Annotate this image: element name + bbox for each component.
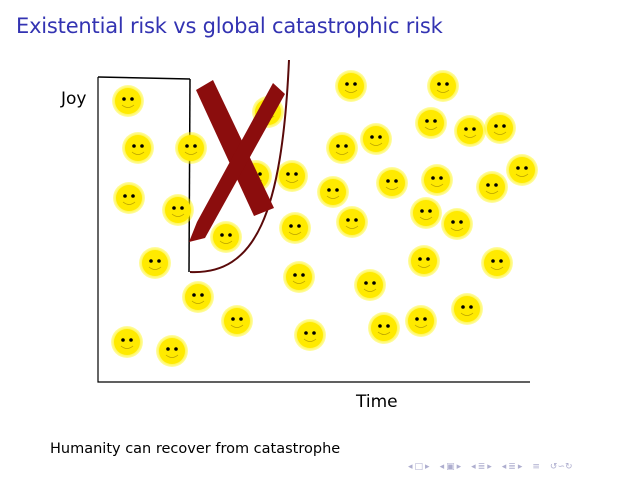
smiley-face-icon bbox=[162, 194, 194, 226]
next-slide-icon[interactable]: ▸ bbox=[425, 462, 430, 472]
beamer-navigation-bar: ◂ □ ▸ ◂ ▣ ▸ ◂ ≣ ▸ ◂ ≣ ▸ ≡ ↺∽↻ bbox=[408, 460, 633, 474]
subsection-icon[interactable]: ≣ bbox=[508, 462, 516, 472]
smiley-face-icon bbox=[210, 221, 242, 253]
smiley-face-icon bbox=[276, 160, 308, 192]
smiley-face-icon bbox=[415, 107, 447, 139]
prev-subsection-icon[interactable]: ◂ bbox=[501, 462, 507, 472]
page-title: Existential risk vs global catastrophic … bbox=[16, 14, 443, 38]
smiley-face-icon bbox=[221, 305, 253, 337]
pre-catastrophe-joy-level bbox=[97, 76, 191, 80]
smiley-face-icon bbox=[484, 112, 516, 144]
smiley-face-icon bbox=[335, 70, 367, 102]
smiley-face-icon bbox=[405, 305, 437, 337]
smiley-face-icon bbox=[476, 171, 508, 203]
smiley-face-icon bbox=[368, 312, 400, 344]
prev-section-icon[interactable]: ◂ bbox=[471, 462, 476, 472]
frame-icon[interactable]: ▣ bbox=[446, 462, 455, 472]
smiley-face-icon bbox=[410, 197, 442, 229]
smiley-face-icon bbox=[376, 167, 408, 199]
smiley-face-icon bbox=[113, 182, 145, 214]
cross-out-x-icon bbox=[196, 80, 274, 216]
smiley-face-icon bbox=[122, 132, 154, 164]
smiley-face-icon bbox=[139, 247, 171, 279]
smiley-face-icon bbox=[408, 245, 440, 277]
smiley-face-icon bbox=[156, 335, 188, 367]
first-slide-icon[interactable]: ◂ bbox=[408, 462, 413, 472]
y-axis-label: Joy bbox=[61, 89, 87, 109]
smiley-face-icon bbox=[421, 164, 453, 196]
smiley-face-icon bbox=[175, 132, 207, 164]
smiley-face-icon bbox=[326, 132, 358, 164]
smiley-face-icon bbox=[354, 269, 386, 301]
smiley-face-icon bbox=[111, 326, 143, 358]
toc-icon[interactable]: ≡ bbox=[532, 462, 540, 472]
cross-out-x-icon-stroke bbox=[189, 83, 285, 242]
smiley-face-icon bbox=[360, 123, 392, 155]
axes bbox=[97, 77, 530, 383]
prev-frame-icon[interactable]: ◂ bbox=[439, 462, 445, 472]
recovery-curve bbox=[189, 59, 290, 274]
next-section-icon[interactable]: ▸ bbox=[487, 462, 492, 472]
smiley-face-icon bbox=[182, 281, 214, 313]
smiley-face-icon bbox=[317, 176, 349, 208]
next-frame-icon[interactable]: ▸ bbox=[456, 462, 462, 472]
search-icon[interactable]: ↺∽↻ bbox=[549, 462, 573, 472]
smiley-face-icon bbox=[506, 154, 538, 186]
smiley-face-icon bbox=[294, 319, 326, 351]
smiley-face-icon bbox=[427, 70, 459, 102]
next-subsection-icon[interactable]: ▸ bbox=[517, 462, 523, 472]
smiley-faces bbox=[111, 70, 538, 367]
smiley-face-icon bbox=[283, 261, 315, 293]
smiley-face-icon bbox=[451, 293, 483, 325]
smiley-face-icon bbox=[279, 212, 311, 244]
smiley-face-icon bbox=[481, 247, 513, 279]
smiley-face-icon bbox=[441, 208, 473, 240]
slide-caption: Humanity can recover from catastrophe bbox=[50, 441, 341, 457]
section-icon[interactable]: ≣ bbox=[477, 462, 486, 472]
smiley-face-icon bbox=[336, 206, 368, 238]
catastrophe-drop-line bbox=[188, 78, 191, 273]
x-axis-label: Time bbox=[356, 392, 398, 412]
smiley-face-icon bbox=[112, 85, 144, 117]
smiley-face-icon bbox=[454, 115, 486, 147]
prev-slide-icon[interactable]: □ bbox=[414, 462, 424, 472]
